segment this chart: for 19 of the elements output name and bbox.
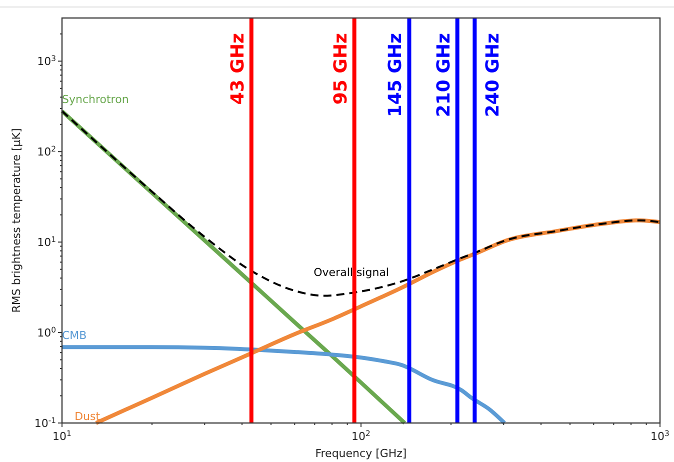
ref-line-label: 43 GHz bbox=[227, 33, 248, 105]
y-axis-title: RMS brightness temperature [μK] bbox=[10, 128, 23, 313]
series-label: CMB bbox=[62, 329, 87, 342]
x-tick-label: 10$^{3}$ bbox=[650, 428, 670, 443]
y-tick-label: 10$^{0}$ bbox=[37, 325, 56, 340]
ref-line-label: 145 GHz bbox=[385, 33, 406, 118]
y-tick-label: 10$^{2}$ bbox=[37, 144, 56, 159]
x-tick-label: 10$^{2}$ bbox=[352, 428, 371, 443]
x-axis-title: Frequency [GHz] bbox=[315, 447, 407, 460]
ref-line-label: 240 GHz bbox=[482, 33, 504, 118]
y-tick-label: 10$^{1}$ bbox=[37, 234, 56, 250]
ref-line-label: 95 GHz bbox=[330, 33, 352, 105]
y-tick-label: 10$^{-1}$ bbox=[34, 416, 56, 430]
series-label: Synchrotron bbox=[62, 93, 129, 106]
ref-line-label: 210 GHz bbox=[433, 33, 454, 118]
x-tick-label: 10$^{1}$ bbox=[52, 428, 72, 443]
series-label: Dust bbox=[74, 410, 101, 423]
y-tick-label: 10$^{3}$ bbox=[37, 54, 56, 68]
series-label: Overall signal bbox=[314, 266, 390, 279]
